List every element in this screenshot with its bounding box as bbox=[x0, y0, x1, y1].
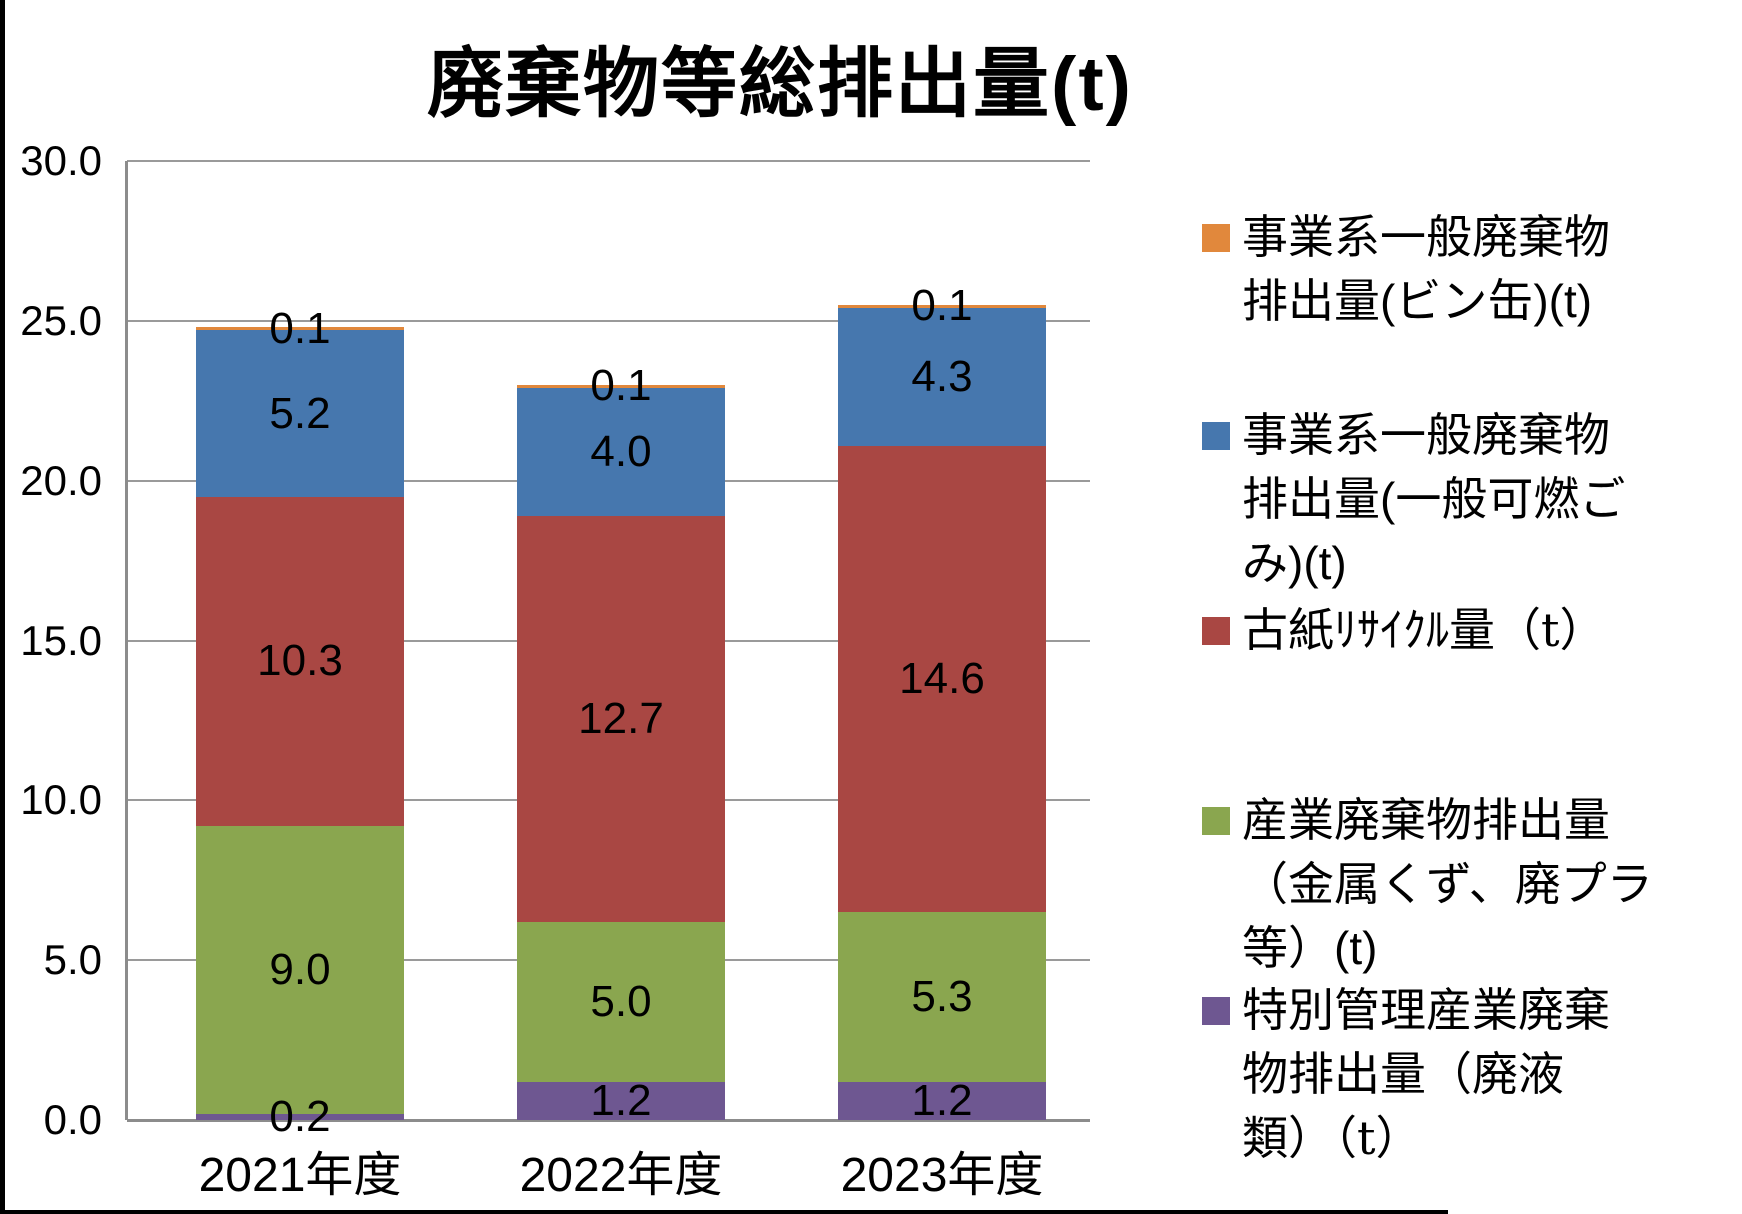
legend-label-line: 排出量(一般可燃ご bbox=[1242, 473, 1626, 525]
bar-segment-label: 4.3 bbox=[911, 351, 973, 401]
bar-segment bbox=[517, 384, 725, 388]
legend-item: 事業系一般廃棄物 排出量(一般可燃ご み)(t) bbox=[1202, 403, 1742, 595]
bar-segment bbox=[196, 1113, 404, 1120]
bar-segment-label: 5.0 bbox=[590, 976, 652, 1026]
bar-segment bbox=[838, 308, 1046, 446]
bar-2021年度: 0.2 9.0 10.3 5.2 0.1 bbox=[196, 161, 404, 1138]
frame-left-border bbox=[0, 0, 5, 1214]
bar-segment-label: 9.0 bbox=[269, 944, 331, 994]
legend-label-line: 特別管理産業廃棄 bbox=[1242, 983, 1610, 1037]
bar-segment-label: 1.2 bbox=[911, 1075, 973, 1125]
bar-segment bbox=[196, 330, 404, 497]
gridline bbox=[127, 160, 1090, 162]
bar-segment bbox=[196, 496, 404, 826]
legend-item: 事業系一般廃棄物 排出量(ビン缶)(t) bbox=[1202, 205, 1742, 333]
legend-label-line: み)(t) bbox=[1242, 537, 1347, 589]
legend-label: 古紙ﾘｻｲｸﾙ量（t） bbox=[1242, 598, 1606, 662]
legend-label-line: 物排出量（廃液 bbox=[1242, 1047, 1564, 1101]
legend-item: 特別管理産業廃棄 物排出量（廃液 類）（t） bbox=[1202, 978, 1742, 1170]
legend-label: 事業系一般廃棄物 排出量(ビン缶)(t) bbox=[1242, 205, 1610, 333]
legend-label: 特別管理産業廃棄 物排出量（廃液 類）（t） bbox=[1242, 978, 1610, 1170]
x-axis-baseline bbox=[127, 1119, 1090, 1122]
legend-swatch bbox=[1202, 224, 1230, 252]
legend-swatch bbox=[1202, 422, 1230, 450]
bar-segment-label: 5.3 bbox=[911, 971, 973, 1021]
y-tick-label: 15.0 bbox=[20, 616, 102, 664]
bar-2023年度: 1.2 5.3 14.6 4.3 0.1 bbox=[838, 161, 1046, 1125]
bar-segment-label: 14.6 bbox=[899, 653, 985, 703]
bar-segment-label: 4.0 bbox=[590, 426, 652, 476]
legend-label-line: 事業系一般廃棄物 bbox=[1242, 211, 1610, 263]
y-tick-label: 25.0 bbox=[20, 296, 102, 344]
x-axis-label: 2022年度 bbox=[519, 1149, 723, 1202]
bar-segment bbox=[517, 921, 725, 1082]
y-tick-label: 5.0 bbox=[43, 936, 102, 984]
bar-segment bbox=[517, 387, 725, 516]
legend-item: 古紙ﾘｻｲｸﾙ量（t） bbox=[1202, 598, 1742, 662]
bar-segment bbox=[838, 912, 1046, 1082]
y-tick-label: 30.0 bbox=[20, 137, 102, 184]
legend-label-line: （金属くず、廃プラ bbox=[1242, 858, 1653, 910]
chart-title: 廃棄物等総排出量(t) bbox=[427, 42, 1133, 127]
y-tick-label: 10.0 bbox=[20, 776, 102, 824]
y-axis-line bbox=[125, 161, 128, 1120]
x-axis: 2021年度 2022年度 2023年度 bbox=[0, 1150, 1742, 1210]
legend-label-line: 排出量(ビン缶)(t) bbox=[1242, 275, 1593, 327]
y-tick-label: 20.0 bbox=[20, 456, 102, 504]
x-axis-label: 2023年度 bbox=[840, 1149, 1044, 1202]
bar-segment-label: 0.1 bbox=[590, 361, 652, 411]
legend-label-line: 古紙ﾘｻｲｸﾙ量（t） bbox=[1242, 603, 1606, 657]
legend-item: 産業廃棄物排出量 （金属くず、廃プラ 等）(t) bbox=[1202, 788, 1742, 980]
bar-segment bbox=[517, 515, 725, 922]
gridline bbox=[127, 319, 1090, 322]
x-axis-label: 2021年度 bbox=[198, 1149, 402, 1202]
legend-label-line: 等）(t) bbox=[1242, 922, 1378, 974]
legend-swatch bbox=[1202, 997, 1230, 1025]
legend-label-line: 事業系一般廃棄物 bbox=[1242, 409, 1610, 461]
bar-segment-label: 12.7 bbox=[578, 693, 664, 743]
legend-label-line: 産業廃棄物排出量 bbox=[1242, 794, 1610, 846]
legend-label: 事業系一般廃棄物 排出量(一般可燃ご み)(t) bbox=[1242, 403, 1625, 595]
legend-label: 産業廃棄物排出量 （金属くず、廃プラ 等）(t) bbox=[1242, 788, 1653, 980]
bar-segment-label: 5.2 bbox=[269, 388, 331, 438]
bar-segment-label: 0.1 bbox=[911, 281, 973, 331]
bar-segment-label: 1.2 bbox=[590, 1075, 652, 1125]
bar-segment bbox=[196, 825, 404, 1114]
bar-segment-label: 0.2 bbox=[269, 1091, 331, 1141]
bar-segment-label: 0.1 bbox=[269, 303, 331, 353]
legend-swatch bbox=[1202, 807, 1230, 835]
bar-2022年度: 1.2 5.0 12.7 4.0 0.1 bbox=[517, 161, 725, 1125]
y-tick-label: 0.0 bbox=[43, 1096, 102, 1143]
bar-segment bbox=[838, 445, 1046, 913]
plot-area: 0.2 9.0 10.3 5.2 0.1 1.2 5.0 12.7 4.0 0.1 1.2 5.3 14… bbox=[125, 160, 1090, 1138]
bar-segment bbox=[838, 304, 1046, 309]
bar-segment bbox=[517, 1081, 725, 1120]
bar-segment bbox=[196, 327, 404, 331]
bar-segment-label: 10.3 bbox=[257, 636, 343, 686]
bar-segment bbox=[838, 1081, 1046, 1120]
frame-bottom-border bbox=[0, 1210, 1448, 1214]
y-axis: 0.0 5.0 10.0 15.0 20.0 25.0 30.0 bbox=[0, 137, 102, 1143]
legend-swatch bbox=[1202, 617, 1230, 645]
